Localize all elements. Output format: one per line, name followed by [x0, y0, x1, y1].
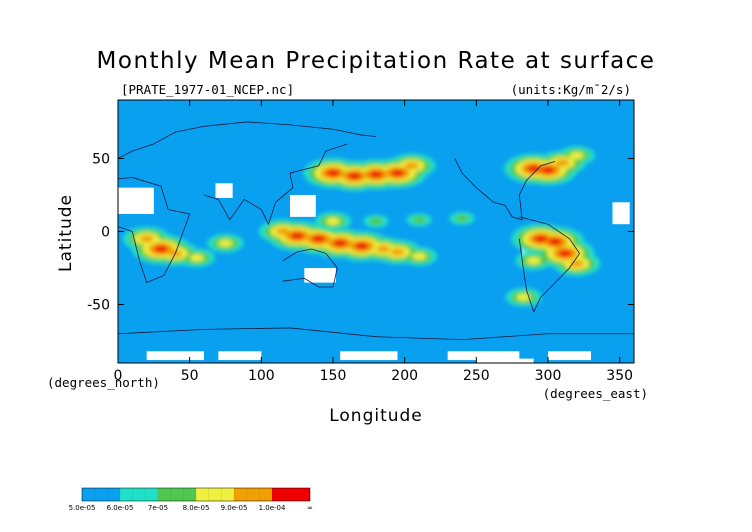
- x-tick-label: 150: [320, 368, 347, 384]
- y-tick-label: 0: [101, 225, 110, 241]
- precip-region-south-america: [505, 223, 601, 307]
- colorbar-swatch: [272, 488, 310, 501]
- plot-area: [118, 100, 634, 363]
- precipitation-field: [122, 146, 601, 307]
- y-tick-label: 50: [92, 151, 110, 167]
- precip-cell: [354, 242, 369, 250]
- colorbar-swatch: [158, 488, 196, 501]
- x-tick-label: 50: [181, 368, 199, 384]
- colorbar-label: 5.0e-05: [69, 504, 96, 512]
- precip-cell: [404, 162, 419, 170]
- x-tick-label: 300: [535, 368, 562, 384]
- precip-region-itcz-pacific: [314, 211, 475, 231]
- missing-patch: [118, 187, 154, 214]
- x-unit-label: (degrees_east): [543, 386, 648, 401]
- colorbar-swatch: [120, 488, 158, 501]
- y-axis-ticks: -50 0 50: [87, 151, 634, 314]
- precip-cell: [154, 245, 168, 253]
- precip-cell: [455, 214, 469, 222]
- colorbar-label: 1.0e-04: [259, 504, 286, 512]
- precip-cell: [569, 260, 584, 268]
- precip-cell: [326, 217, 340, 225]
- chart-subtitle-units: (units:Kg/m¯2/s): [511, 82, 631, 97]
- precip-region-north-pacific-storm-track: [303, 153, 436, 192]
- missing-patch: [218, 351, 262, 361]
- precip-cell: [189, 254, 204, 262]
- precip-cell: [569, 151, 584, 160]
- coastline: [518, 216, 581, 313]
- precip-cell: [390, 169, 405, 177]
- missing-patch: [290, 194, 316, 217]
- missing-patch: [304, 268, 336, 283]
- colorbar-frame: [81, 487, 311, 502]
- x-tick-label: 200: [391, 368, 418, 384]
- precip-cell: [290, 232, 305, 240]
- colorbar-swatch: [196, 488, 234, 501]
- colorbar-label: 8.0e-05: [183, 504, 210, 512]
- precip-cell: [516, 293, 531, 301]
- precip-cell: [333, 239, 348, 247]
- coastline: [118, 121, 377, 159]
- y-tick-label: -50: [87, 298, 110, 314]
- colorbar: 5.0e-05 6.0e-05 7e-05 8.0e-05 9.0e-05 1.0e-04…: [69, 487, 313, 512]
- precip-cell: [390, 248, 405, 256]
- precip-cell: [139, 235, 154, 243]
- missing-patch: [215, 183, 233, 198]
- precip-cell: [526, 165, 541, 173]
- missing-patch: [340, 351, 398, 361]
- missing-patch: [476, 358, 534, 363]
- missing-patch: [548, 351, 591, 361]
- precip-cell: [526, 257, 541, 265]
- colorbar-label: ∞: [307, 504, 313, 512]
- missing-patch: [612, 202, 630, 225]
- x-tick-label: 250: [463, 368, 490, 384]
- precip-cell: [412, 252, 426, 260]
- precip-cell: [347, 172, 362, 180]
- precip-cell: [326, 169, 340, 177]
- colorbar-swatch: [82, 488, 120, 501]
- x-tick-label: 350: [606, 368, 633, 384]
- precip-region-western-pacific-warm-pool: [259, 219, 438, 266]
- colorbar-label: 7e-05: [148, 504, 168, 512]
- colorbar-swatch: [234, 488, 272, 501]
- coastline: [118, 177, 191, 284]
- coastline: [118, 327, 634, 341]
- coastlines: [118, 121, 634, 341]
- precip-cell: [412, 216, 426, 224]
- x-tick-label: 100: [248, 368, 275, 384]
- missing-patch: [146, 351, 204, 361]
- precip-region-north-atlantic-storm-track: [504, 146, 595, 186]
- precip-cell: [376, 245, 391, 253]
- coastline: [282, 248, 338, 288]
- precip-cell: [218, 239, 233, 247]
- x-tick-label: 0: [114, 368, 123, 384]
- precip-cell: [548, 238, 563, 246]
- colorbar-label: 6.0e-05: [107, 504, 134, 512]
- precip-cell: [555, 159, 570, 167]
- precip-cell: [541, 166, 555, 174]
- precip-region-southern-africa: [122, 226, 244, 268]
- x-axis-ticks: 0 50 100 150 200 250 300 350: [114, 100, 633, 384]
- precip-cell: [369, 217, 383, 225]
- precip-cell: [533, 235, 548, 243]
- y-axis-title: Latitude: [56, 194, 76, 272]
- colorbar-label: 9.0e-05: [221, 504, 248, 512]
- y-unit-label: (degrees_north): [47, 375, 160, 390]
- chart-title: Monthly Mean Precipitation Rate at surfa…: [97, 48, 656, 74]
- coastline: [203, 143, 348, 226]
- missing-patch: [447, 351, 520, 361]
- chart-subtitle-file: [PRATE_1977-01_NCEP.nc]: [121, 82, 294, 97]
- precip-cell: [558, 249, 573, 258]
- x-axis-title: Longitude: [329, 406, 423, 426]
- precip-cell: [369, 170, 383, 179]
- coastline: [454, 158, 556, 221]
- precip-cell: [311, 235, 326, 243]
